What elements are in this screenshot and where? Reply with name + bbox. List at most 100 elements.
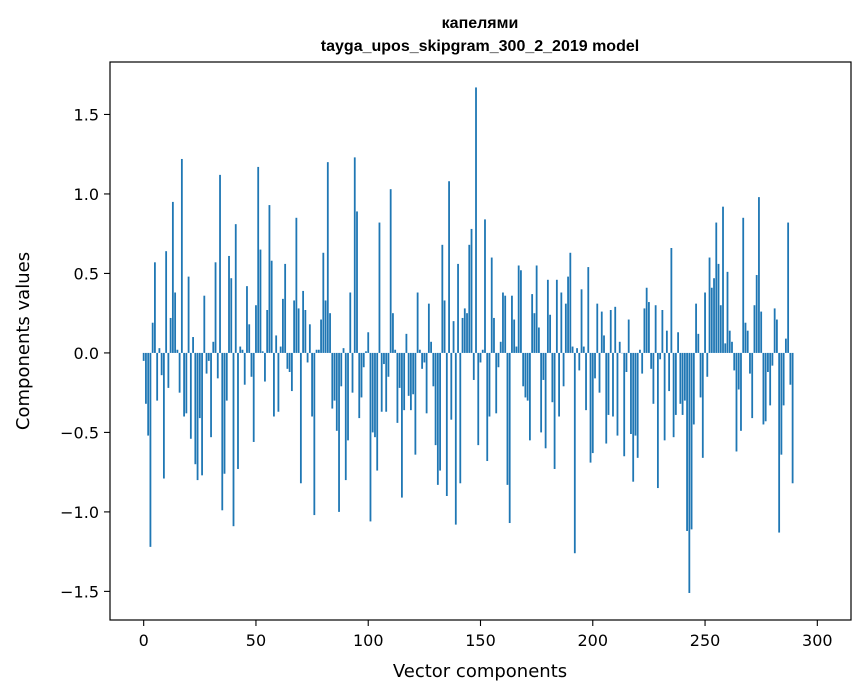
bar-183 [553, 352, 556, 469]
bar-252 [708, 257, 711, 353]
bar-149 [477, 352, 480, 446]
bar-125 [423, 352, 426, 363]
bar-35 [221, 352, 224, 511]
bar-176 [537, 327, 540, 353]
bar-37 [225, 352, 228, 401]
bar-228 [654, 305, 657, 353]
bar-130 [434, 352, 437, 446]
bar-225 [648, 302, 650, 353]
bar-44 [241, 349, 244, 353]
bar-144 [466, 313, 468, 353]
bar-150 [479, 352, 482, 363]
bar-124 [421, 352, 424, 369]
x-tick-label: 100 [353, 631, 384, 650]
bar-32 [214, 262, 217, 353]
bar-218 [632, 352, 635, 482]
bar-74 [308, 324, 311, 353]
bar-170 [524, 352, 527, 398]
bar-220 [636, 352, 639, 458]
bar-154 [488, 352, 491, 417]
bar-202 [596, 303, 599, 353]
bar-284 [780, 352, 783, 455]
x-tick-label: 300 [802, 631, 833, 650]
bar-232 [663, 352, 666, 441]
bar-279 [769, 352, 772, 406]
bar-243 [688, 352, 691, 593]
bar-18 [183, 352, 185, 417]
bar-19 [185, 352, 188, 414]
bar-271 [751, 352, 754, 419]
bar-11 [167, 352, 170, 388]
bar-132 [439, 352, 441, 471]
bar-147 [472, 352, 475, 380]
bar-197 [585, 352, 587, 411]
bar-184 [555, 279, 558, 353]
bar-164 [511, 295, 513, 353]
y-tick-label: 0.0 [74, 344, 99, 363]
bar-86 [335, 352, 338, 431]
bar-180 [546, 279, 549, 353]
bar-107 [383, 352, 385, 365]
bar-266 [740, 352, 742, 431]
bar-255 [715, 222, 718, 353]
y-tick-label: 1.5 [74, 105, 99, 124]
bar-93 [351, 352, 354, 393]
bar-57 [270, 260, 273, 353]
bar-207 [607, 352, 610, 415]
bar-77 [315, 349, 318, 353]
bar-2 [147, 352, 150, 436]
bar-123 [418, 349, 421, 353]
bar-series [142, 87, 794, 593]
bar-95 [356, 211, 358, 353]
bar-229 [656, 352, 659, 489]
bar-79 [320, 319, 322, 353]
bar-0 [142, 352, 145, 361]
bar-287 [787, 222, 790, 353]
bar-29 [207, 352, 210, 361]
bar-45 [243, 352, 246, 385]
bar-236 [672, 352, 675, 438]
bar-235 [670, 248, 673, 353]
bar-285 [782, 352, 785, 406]
x-tick-label: 150 [465, 631, 496, 650]
bar-264 [735, 352, 738, 452]
bar-173 [531, 294, 534, 353]
bar-195 [580, 289, 583, 353]
bar-23 [194, 352, 197, 465]
bar-46 [246, 286, 248, 353]
bar-55 [266, 310, 269, 353]
bar-33 [216, 352, 219, 379]
bar-115 [401, 352, 403, 498]
bar-281 [773, 308, 776, 353]
bar-280 [771, 352, 774, 366]
bar-224 [645, 287, 648, 353]
bar-96 [358, 352, 361, 419]
x-tick-label: 0 [139, 631, 149, 650]
bar-283 [778, 352, 781, 533]
bar-118 [407, 352, 410, 396]
bar-84 [331, 352, 334, 409]
bar-211 [616, 352, 619, 436]
bar-162 [506, 352, 509, 485]
bar-167 [517, 265, 520, 353]
bar-267 [742, 217, 745, 353]
bar-127 [427, 303, 430, 353]
bar-139 [454, 352, 457, 525]
bar-76 [313, 352, 316, 516]
bar-244 [690, 352, 693, 530]
bar-217 [630, 352, 632, 434]
bar-185 [558, 352, 560, 417]
bar-56 [268, 205, 271, 353]
bar-134 [443, 300, 446, 353]
bar-22 [192, 337, 194, 353]
x-axis-label: Vector components [393, 661, 567, 682]
bar-30 [210, 352, 212, 438]
bar-182 [551, 352, 554, 403]
bar-104 [376, 352, 379, 471]
bar-239 [679, 352, 682, 404]
bar-196 [582, 346, 585, 353]
bar-258 [722, 206, 724, 353]
bar-161 [504, 295, 507, 353]
bar-158 [497, 352, 500, 368]
y-tick-label: −1.5 [60, 582, 99, 601]
